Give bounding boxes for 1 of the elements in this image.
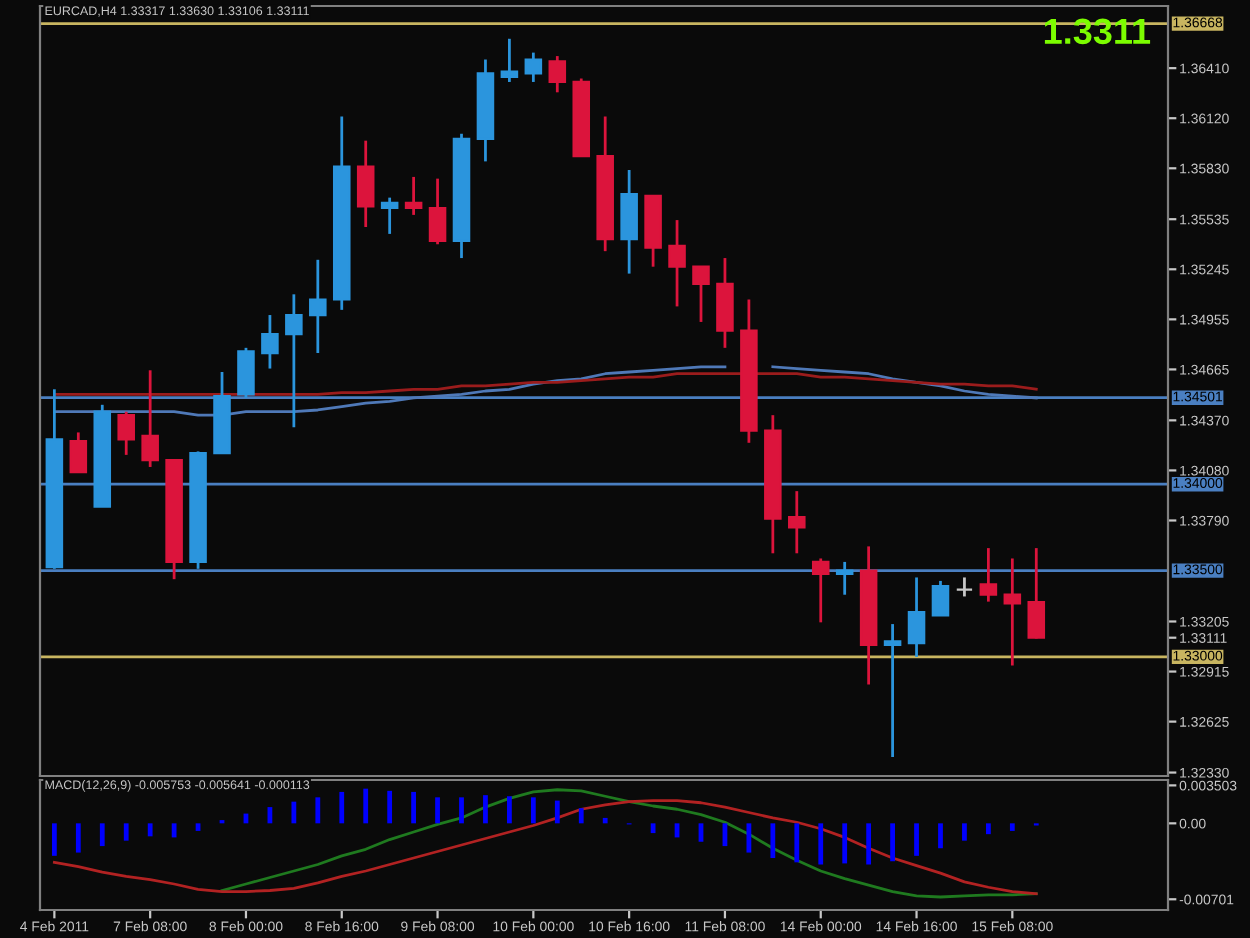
annotation: 1.3311 <box>1044 18 1151 45</box>
